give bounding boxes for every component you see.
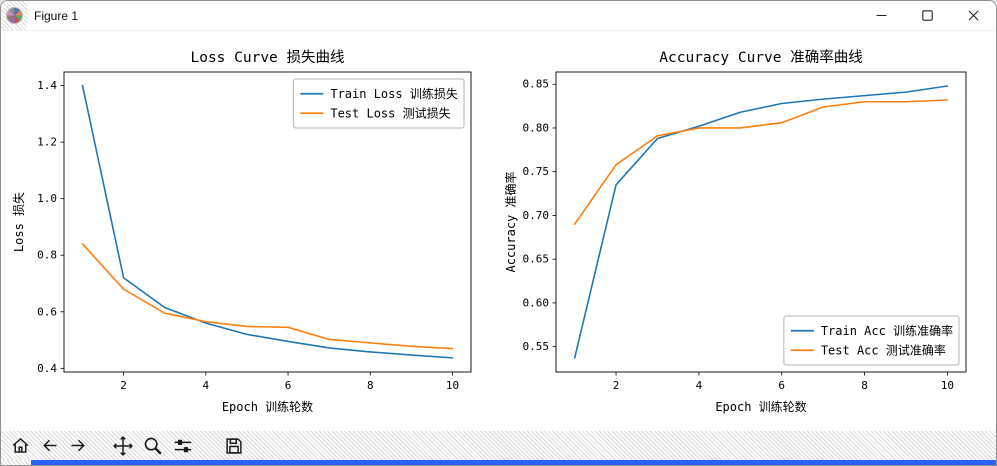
svg-text:10: 10 [941,379,954,392]
svg-text:0.55: 0.55 [523,340,550,353]
home-button[interactable] [7,434,34,457]
forward-icon [71,439,85,452]
pan-icon [113,435,133,456]
zoom-button[interactable] [139,434,167,458]
charts-svg[interactable]: 2 4 6 8 10 0.4 0.6 0.8 1.0 1.2 1.4 Loss Curve 损失曲线 E… [1,31,996,431]
svg-text:4: 4 [696,379,703,392]
svg-text:4: 4 [203,379,210,392]
maximize-icon [921,10,933,21]
svg-text:10: 10 [446,379,459,392]
pan-button[interactable] [109,434,137,458]
axes-frame [555,71,967,373]
title-bar: Figure 1 [1,1,996,31]
zoom-icon [144,437,162,455]
home-icon [12,437,29,453]
svg-text:1.4: 1.4 [37,79,57,92]
legend-label: Train Acc 训练准确率 [821,323,953,338]
navigation-toolbar [1,431,996,460]
svg-text:0.8: 0.8 [37,249,57,262]
axes-frame [63,71,472,373]
x-axis-label: Epoch 训练轮数 [715,399,806,414]
svg-text:0.6: 0.6 [37,305,57,318]
series-line [81,84,454,359]
close-button[interactable] [950,1,996,30]
matplotlib-logo-icon [5,7,23,24]
maximize-button[interactable] [904,1,950,30]
legend-box [292,78,465,129]
legend-label: Test Acc 测试准确率 [821,342,946,357]
svg-text:0.75: 0.75 [523,165,550,178]
svg-text:1.0: 1.0 [37,192,57,205]
svg-text:0.80: 0.80 [523,121,550,134]
close-icon [968,10,978,21]
series-line [573,85,949,359]
forward-button[interactable] [65,434,92,457]
back-icon [43,439,57,452]
svg-text:6: 6 [285,379,292,392]
svg-text:1.2: 1.2 [37,136,57,149]
chart-title: Loss Curve 损失曲线 [190,49,344,66]
app-icon-area [1,1,27,30]
taskbar-strip [1,460,996,465]
legend-label: Test Loss 测试损失 [330,105,450,120]
svg-text:8: 8 [861,379,868,392]
series-line [573,99,949,225]
window-controls [858,1,996,30]
svg-text:6: 6 [778,379,785,392]
figure-canvas[interactable]: 2 4 6 8 10 0.4 0.6 0.8 1.0 1.2 1.4 Loss Curve 损失曲线 E… [1,31,996,431]
svg-text:0.4: 0.4 [37,362,57,375]
y-axis-label: Accuracy 准确率 [503,171,518,272]
svg-text:8: 8 [367,379,374,392]
legend-label: Train Loss 训练损失 [330,86,457,101]
chart-title: Accuracy Curve 准确率曲线 [659,49,862,66]
y-axis-label: Loss 损失 [11,192,26,252]
series-line [81,243,454,350]
subplots-icon [174,439,192,452]
taskbar-strip-blue [31,460,996,465]
save-button[interactable] [220,434,248,458]
x-axis-label: Epoch 训练轮数 [222,399,313,414]
svg-text:2: 2 [613,379,620,392]
svg-text:0.70: 0.70 [523,209,550,222]
legend-box [783,315,960,366]
svg-text:0.85: 0.85 [523,78,550,91]
svg-text:2: 2 [120,379,127,392]
back-button[interactable] [36,434,63,457]
minimize-button[interactable] [858,1,904,30]
minimize-icon [876,14,886,17]
window-title: Figure 1 [34,8,79,23]
svg-text:0.65: 0.65 [523,253,550,266]
save-icon [226,437,242,454]
svg-text:0.60: 0.60 [523,296,550,309]
subplots-button[interactable] [169,434,197,458]
